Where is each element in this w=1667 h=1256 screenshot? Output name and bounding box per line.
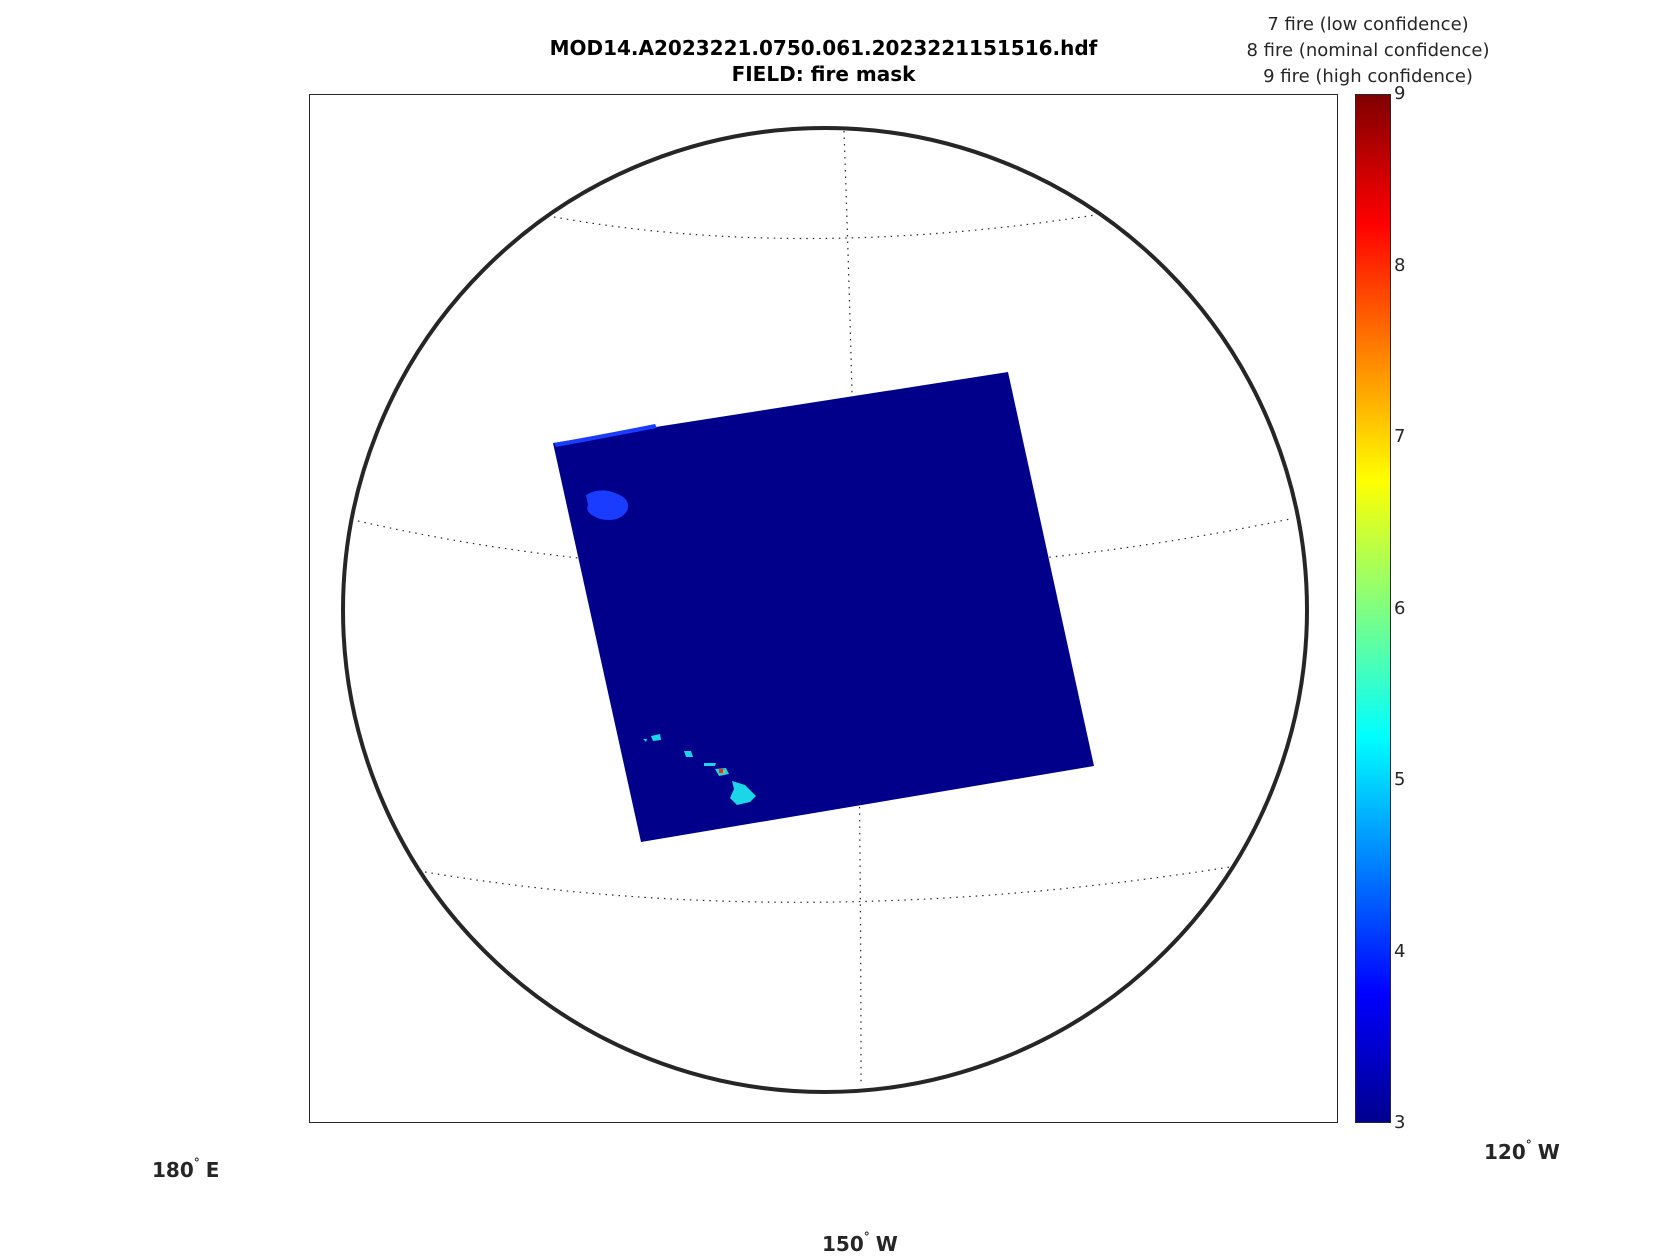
lon-150-unit: W	[875, 1232, 898, 1256]
lon-150-value: 150	[822, 1232, 864, 1256]
colorbar-tick-3: 3	[1394, 1112, 1406, 1133]
colorbar-tick-5: 5	[1394, 769, 1406, 790]
map-title-field: FIELD: fire mask	[731, 62, 916, 86]
legend-note-high-confidence: 9 fire (high confidence)	[1263, 66, 1473, 87]
lon-180-unit: E	[205, 1158, 220, 1182]
longitude-label-120w: 120° W	[1484, 1138, 1560, 1164]
colorbar-legend-notes: 7 fire (low confidence) 8 fire (nominal …	[1218, 12, 1518, 90]
colorbar-tick-8: 8	[1394, 255, 1406, 276]
island-hawaii	[730, 781, 756, 805]
colorbar-tick-7: 7	[1394, 426, 1406, 447]
longitude-label-180e: 180° E	[152, 1156, 219, 1182]
degree-symbol: °	[863, 1230, 870, 1244]
lon-120-value: 120	[1484, 1140, 1526, 1164]
island-kauai	[651, 734, 661, 741]
fire-pixel-maui-b	[723, 771, 725, 773]
island-molokai	[704, 763, 716, 766]
island-niihau	[643, 739, 647, 742]
colorbar	[1355, 94, 1391, 1123]
colorbar-tick-6: 6	[1394, 598, 1406, 619]
swath-fill	[553, 372, 1094, 842]
colorbar-tick-9: 9	[1394, 83, 1406, 104]
degree-symbol: °	[1525, 1138, 1532, 1152]
lon-120-unit: W	[1537, 1140, 1560, 1164]
degree-symbol: °	[193, 1156, 200, 1170]
legend-note-low-confidence: 7 fire (low confidence)	[1267, 14, 1469, 35]
longitude-label-150w: 150° W	[822, 1230, 898, 1256]
parallel-north	[553, 214, 1096, 240]
island-oahu	[684, 751, 693, 757]
map-svg	[341, 126, 1309, 1094]
graticule	[357, 130, 1291, 1084]
map-axes	[309, 94, 1338, 1123]
lon-180-value: 180	[152, 1158, 194, 1182]
cloud-patch-edge	[554, 424, 657, 447]
legend-note-nominal-confidence: 8 fire (nominal confidence)	[1246, 40, 1490, 61]
colorbar-tick-4: 4	[1394, 941, 1406, 962]
fire-pixels-maui	[719, 769, 723, 773]
parallel-south	[424, 866, 1231, 903]
map-title-filename: MOD14.A2023221.0750.061.2023221151516.hd…	[549, 36, 1098, 60]
swath	[553, 372, 1094, 842]
globe-outline	[341, 126, 1309, 1094]
cloud-patch-north	[586, 490, 629, 520]
